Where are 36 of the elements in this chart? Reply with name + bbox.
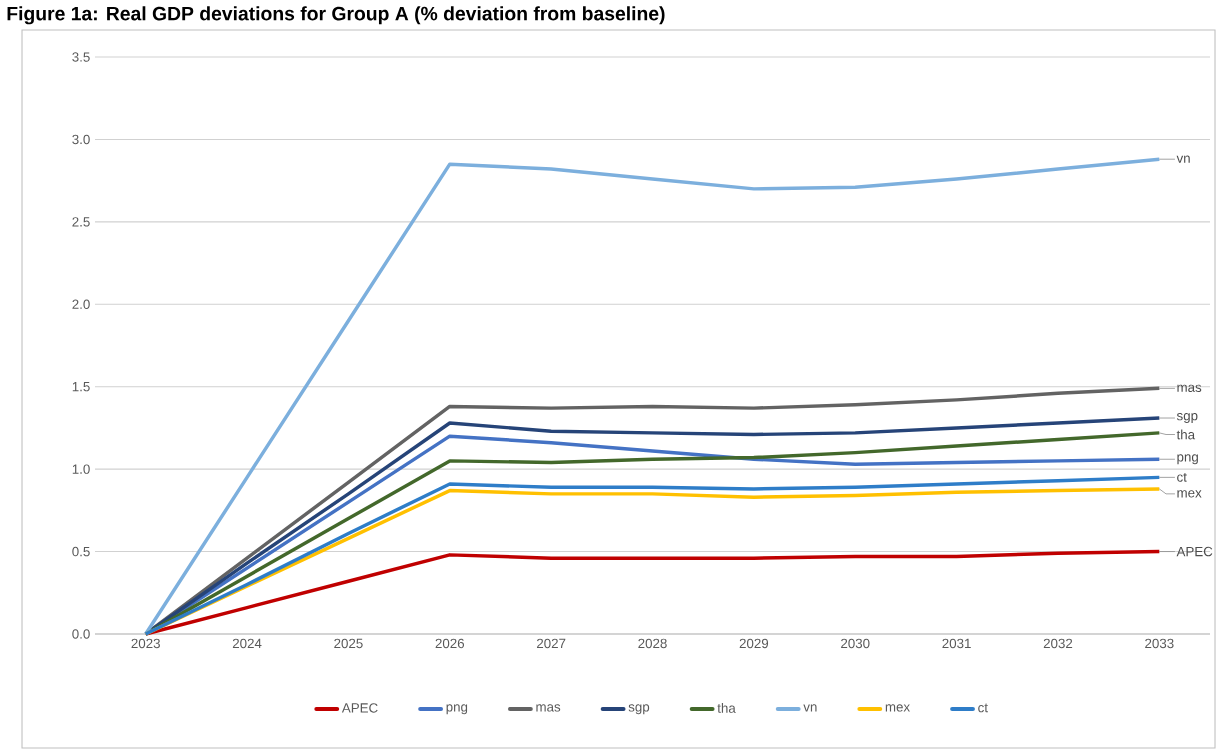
x-tick-label: 2023 bbox=[131, 638, 160, 649]
text: mex bbox=[1177, 490, 1202, 498]
legend-label: vn bbox=[803, 704, 817, 712]
chart-title: Figure 1a: Real GDP deviations for Group A (% deviation from baseline) bbox=[7, 6, 665, 25]
y-tick-label: 1.0 bbox=[72, 464, 90, 474]
y-tick-label: 2.0 bbox=[72, 299, 90, 309]
x-tick-label: 2031 bbox=[942, 638, 971, 649]
x-tick-label: 2028 bbox=[638, 638, 667, 649]
text: APEC bbox=[1176, 546, 1213, 557]
x-tick-label: 2026 bbox=[435, 638, 465, 649]
y-tick-label: 1.5 bbox=[72, 382, 90, 392]
legend-label: APEC bbox=[341, 703, 378, 713]
x-tick-label: 2027 bbox=[536, 638, 566, 649]
text: sgp bbox=[1176, 413, 1198, 423]
y-tick-label: 3.5 bbox=[72, 52, 90, 62]
x-tick-label: 2029 bbox=[739, 638, 769, 649]
legend-label: mex bbox=[885, 704, 910, 712]
y-tick-label: 0.5 bbox=[72, 546, 90, 557]
x-tick-label: 2024 bbox=[232, 638, 262, 649]
legend-label: ct bbox=[978, 703, 988, 713]
legend-label: sgp bbox=[628, 704, 650, 715]
x-tick-label: 2030 bbox=[841, 638, 870, 649]
text: png bbox=[1177, 454, 1198, 465]
text: mas bbox=[1177, 384, 1202, 392]
y-tick-label: 2.5 bbox=[72, 217, 90, 227]
y-tick-label: 3.0 bbox=[72, 134, 90, 145]
legend-label: tha bbox=[717, 703, 736, 713]
text: tha bbox=[1176, 429, 1196, 440]
y-tick-label: 0.0 bbox=[72, 629, 90, 639]
x-tick-label: 2033 bbox=[1145, 638, 1174, 649]
text: ct bbox=[1177, 473, 1187, 482]
text: vn bbox=[1176, 155, 1190, 163]
legend-label: mas bbox=[536, 704, 561, 712]
x-tick-label: 2025 bbox=[334, 638, 363, 649]
legend-label: png bbox=[446, 704, 468, 715]
x-tick-label: 2032 bbox=[1043, 638, 1073, 649]
